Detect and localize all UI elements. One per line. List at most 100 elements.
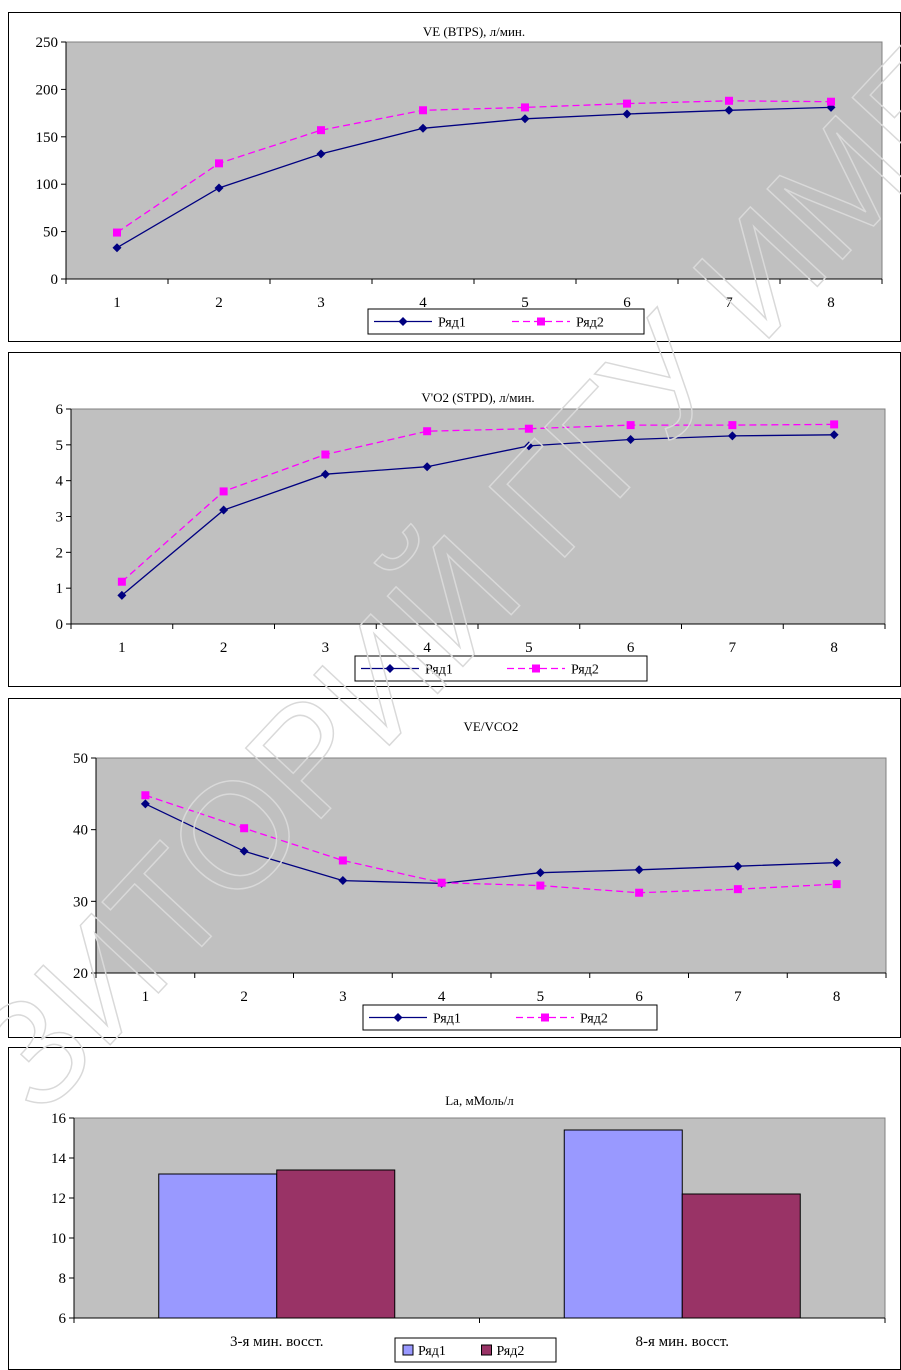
x-tick-label: 4 xyxy=(419,295,427,311)
data-point-series-1 xyxy=(520,114,530,124)
x-tick-label: 5 xyxy=(525,640,533,656)
legend-swatch-series-2 xyxy=(481,1344,492,1356)
x-tick-label: 3 xyxy=(322,640,330,656)
y-tick-label: 6 xyxy=(59,1311,67,1327)
y-tick-label: 250 xyxy=(36,35,59,51)
data-point-series-2 xyxy=(623,99,631,108)
legend: Ряд1 Ряд2 xyxy=(367,308,645,335)
data-point-series-2 xyxy=(536,881,545,890)
data-point-series-2 xyxy=(626,421,635,430)
y-tick-label: 100 xyxy=(36,177,59,193)
data-point-series-2 xyxy=(419,106,427,115)
chart-panel-la: La, мМоль/л 6 8 10 12 14 16 3-я мин. восст. 8-я … xyxy=(8,1047,901,1370)
series-line-2 xyxy=(116,100,832,234)
data-point-series-1 xyxy=(724,105,734,115)
bar-series-2 xyxy=(276,1169,396,1319)
legend-label-series-1: Ряд1 xyxy=(425,663,453,678)
y-tick-label: 16 xyxy=(51,1111,67,1127)
series-line-1 xyxy=(145,803,837,885)
x-tick-label: 4 xyxy=(438,989,446,1005)
y-tick-label: 6 xyxy=(56,402,64,418)
legend-marker-series-1 xyxy=(385,664,395,673)
x-tick-label: 1 xyxy=(142,989,150,1005)
legend-swatch-series-1 xyxy=(402,1344,414,1356)
y-tick-label: 200 xyxy=(36,82,59,98)
chart-ve: VE (BTPS), л/мин. 0 50 100 150 200 250 1 2 3 4 5 6 7 8… xyxy=(36,24,883,335)
data-point-series-2 xyxy=(219,487,228,496)
data-point-series-1 xyxy=(112,243,122,253)
y-tick-label: 4 xyxy=(56,474,64,490)
y-tick-label: 14 xyxy=(51,1151,67,1167)
x-tick-label: 3 xyxy=(317,295,325,311)
data-point-series-1 xyxy=(219,505,229,515)
data-point-series-2 xyxy=(141,791,150,800)
bar-series-2 xyxy=(681,1193,801,1319)
x-tick-label: 4 xyxy=(423,640,431,656)
legend-label-series-2: Ряд2 xyxy=(580,1012,608,1027)
data-point-series-1 xyxy=(727,431,737,441)
data-point-series-2 xyxy=(827,97,835,106)
x-tick-label: 1 xyxy=(118,640,126,656)
x-tick-label: 6 xyxy=(635,989,643,1005)
x-tick-label: 8 xyxy=(830,640,838,656)
data-point-series-2 xyxy=(321,450,330,459)
data-point-series-2 xyxy=(725,96,733,105)
y-tick-label: 10 xyxy=(51,1231,66,1247)
data-point-series-2 xyxy=(635,888,644,897)
data-point-series-2 xyxy=(113,228,121,237)
chart-ve-vco2: VE/VCO2 20 30 40 50 1 2 3 4 5 6 7 8 Ряд1 Ряд2 xyxy=(73,719,887,1031)
data-point-series-1 xyxy=(524,441,534,451)
chart-la: La, мМоль/л 6 8 10 12 14 16 3-я мин. восст. 8-я … xyxy=(51,1093,886,1363)
x-tick-label: 2 xyxy=(220,640,228,656)
series-line-2 xyxy=(121,423,835,583)
data-point-series-1 xyxy=(626,434,636,444)
legend-label-series-2: Ряд2 xyxy=(497,1344,525,1359)
series-line-2 xyxy=(145,794,837,894)
x-tick-label: 1 xyxy=(113,295,121,311)
chart-title: VE (BTPS), л/мин. xyxy=(423,24,525,39)
legend-marker-series-1 xyxy=(398,317,408,326)
legend: Ряд1 Ряд2 xyxy=(362,1004,658,1031)
data-point-series-1 xyxy=(214,183,224,193)
x-tick-label: 7 xyxy=(729,640,737,656)
data-point-series-2 xyxy=(317,126,325,135)
data-point-series-2 xyxy=(117,577,126,586)
y-tick-label: 5 xyxy=(56,438,64,454)
data-point-series-1 xyxy=(320,469,330,479)
x-tick-label: 7 xyxy=(734,989,742,1005)
y-tick-label: 40 xyxy=(73,823,88,839)
legend-label-series-2: Ряд2 xyxy=(576,316,604,331)
chart-title: V'O2 (STPD), л/мин. xyxy=(421,390,534,405)
x-tick-label: 2 xyxy=(215,295,223,311)
x-tick-label: 2 xyxy=(240,989,248,1005)
y-tick-label: 50 xyxy=(43,225,58,241)
legend: Ряд1 Ряд2 xyxy=(354,655,648,682)
x-tick-label: 3 xyxy=(339,989,347,1005)
legend: Ряд1 Ряд2 xyxy=(394,1337,557,1363)
legend-label-series-1: Ряд1 xyxy=(433,1012,461,1027)
chart-panel-vo2: V'O2 (STPD), л/мин. 0 1 2 3 4 5 6 1 2 3 4 5 6 7 8 Ряд1 Ря… xyxy=(8,352,901,687)
y-tick-label: 0 xyxy=(51,272,59,288)
data-point-series-1 xyxy=(338,876,348,886)
x-tick-label: 8-я мин. восст. xyxy=(635,1334,729,1350)
chart-panel-ve: VE (BTPS), л/мин. 0 50 100 150 200 250 1 2 3 4 5 6 7 8… xyxy=(8,12,901,342)
legend-marker-series-2 xyxy=(532,664,540,673)
data-point-series-2 xyxy=(240,824,249,833)
legend-label-series-2: Ряд2 xyxy=(571,663,599,678)
series-line-1 xyxy=(121,434,835,596)
y-tick-label: 12 xyxy=(51,1191,66,1207)
legend-marker-series-2 xyxy=(537,317,545,326)
x-tick-label: 7 xyxy=(725,295,733,311)
plot-area xyxy=(70,408,886,625)
x-tick-label: 3-я мин. восст. xyxy=(230,1334,324,1350)
data-point-series-2 xyxy=(832,880,841,889)
data-point-series-1 xyxy=(829,430,839,440)
y-tick-label: 20 xyxy=(73,966,88,982)
x-tick-label: 6 xyxy=(623,295,631,311)
legend-label-series-1: Ряд1 xyxy=(418,1344,446,1359)
legend-marker-series-1 xyxy=(393,1013,403,1022)
legend-box xyxy=(362,1004,658,1031)
y-tick-label: 0 xyxy=(56,617,64,633)
x-tick-label: 5 xyxy=(537,989,545,1005)
data-point-series-2 xyxy=(215,159,223,168)
